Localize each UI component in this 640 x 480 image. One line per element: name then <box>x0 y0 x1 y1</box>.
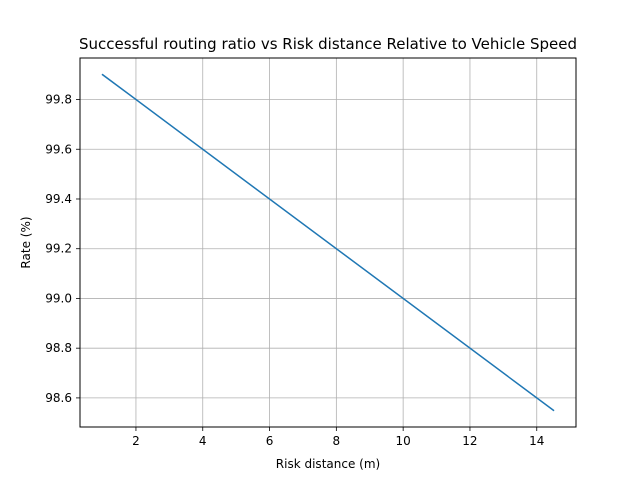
x-tick-label: 2 <box>132 434 140 448</box>
y-tick-label: 99.2 <box>45 242 72 256</box>
y-tick-label: 99.0 <box>45 291 72 305</box>
grid-lines <box>80 58 576 427</box>
x-tick-label: 12 <box>462 434 477 448</box>
y-tick-label: 99.6 <box>45 142 72 156</box>
x-tick-label: 6 <box>266 434 274 448</box>
series-layer <box>101 73 555 412</box>
y-axis-label: Rate (%) <box>19 216 33 268</box>
x-tick-label: 4 <box>199 434 207 448</box>
y-tick-label: 98.6 <box>45 391 72 405</box>
y-tick-label: 98.8 <box>45 341 72 355</box>
y-tick-label: 99.8 <box>45 93 72 107</box>
y-tick-label: 99.4 <box>45 192 72 206</box>
x-tick-label: 8 <box>333 434 341 448</box>
x-tick-label: 14 <box>529 434 544 448</box>
series-line-0 <box>101 73 555 412</box>
axis-ticks: 2 4 6 8 10 12 14 98.6 98.8 99.0 99.2 99.4 99.6 99.8 <box>45 93 544 448</box>
plot-area-frame <box>79 57 577 428</box>
chart-title: Successful routing ratio vs Risk distanc… <box>79 35 577 53</box>
x-axis-label: Risk distance (m) <box>276 457 380 471</box>
x-tick-label: 10 <box>396 434 411 448</box>
